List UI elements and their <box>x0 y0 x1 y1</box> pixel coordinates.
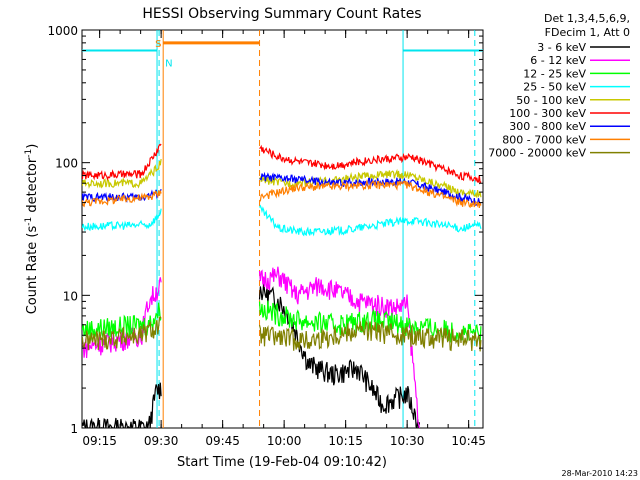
markers-layer: SN <box>82 30 483 428</box>
footer-date: 28-Mar-2010 14:23 <box>562 469 639 478</box>
y-tick-label: 100 <box>55 157 78 171</box>
legend-label: 100 - 300 keV <box>509 107 586 120</box>
legend-label: 800 - 7000 keV <box>502 133 586 146</box>
ticks-layer: 09:15 09:30 09:45 10:00 10:15 10:30 10:45 1 10 10… <box>47 24 485 448</box>
chart-title: HESSI Observing Summary Count Rates <box>142 6 421 22</box>
saa-label: S <box>155 39 161 50</box>
y-axis-label-sup1: -1 <box>24 217 34 226</box>
x-tick-label: 10:30 <box>390 434 425 448</box>
x-axis-label: Start Time (19-Feb-04 09:10:42) <box>177 455 387 470</box>
x-tick-label: 09:30 <box>144 434 179 448</box>
x-tick-label: 10:15 <box>328 434 363 448</box>
legend-label: 300 - 800 keV <box>509 120 586 133</box>
series-line <box>82 382 162 428</box>
series-line <box>82 159 162 189</box>
legend-label: 50 - 100 keV <box>516 94 586 107</box>
plot-area: SN 09:15 09:30 09:45 10:00 10:15 10:30 10:45 1 1… <box>47 24 485 448</box>
series-line <box>259 179 482 209</box>
series-line <box>82 208 162 232</box>
legend-header-line-1: Det 1,3,4,5,6,9, <box>544 12 630 25</box>
legend-label: 12 - 25 keV <box>523 67 586 80</box>
series-line <box>82 277 162 359</box>
x-tick-label: 09:15 <box>82 434 117 448</box>
plot-frame <box>81 29 484 429</box>
y-tick-label: 10 <box>63 289 78 303</box>
y-axis-label-end: ) <box>25 144 40 149</box>
series-line <box>82 143 162 181</box>
legend-header-line-2: FDecim 1, Att 0 <box>545 26 630 39</box>
legend-label: 7000 - 20000 keV <box>488 147 586 160</box>
series-line <box>82 316 162 351</box>
x-tick-label: 09:45 <box>205 434 240 448</box>
y-axis-label-mid: detector <box>25 157 40 217</box>
series-line <box>258 204 482 237</box>
series-layer <box>82 143 482 428</box>
y-tick-label: 1000 <box>47 24 78 38</box>
y-axis-label: Count Rate (s-1 detector-1) <box>24 144 40 315</box>
legend-label: 6 - 12 keV <box>530 54 586 67</box>
night-label: N <box>165 59 172 70</box>
series-line <box>259 144 482 185</box>
series-line <box>82 190 162 208</box>
y-axis-label-sup2: -1 <box>24 149 34 158</box>
y-tick-label: 1 <box>70 422 78 436</box>
legend-label: 25 - 50 keV <box>523 81 586 94</box>
x-tick-label: 10:00 <box>267 434 302 448</box>
y-axis-label-main: Count Rate (s <box>25 226 40 315</box>
legend-label: 3 - 6 keV <box>537 41 586 54</box>
series-line <box>258 281 420 428</box>
series-line <box>258 319 482 352</box>
series-line <box>258 266 420 428</box>
x-tick-label: 10:45 <box>451 434 486 448</box>
legend: Det 1,3,4,5,6,9, FDecim 1, Att 0 3 - 6 k… <box>488 12 630 160</box>
